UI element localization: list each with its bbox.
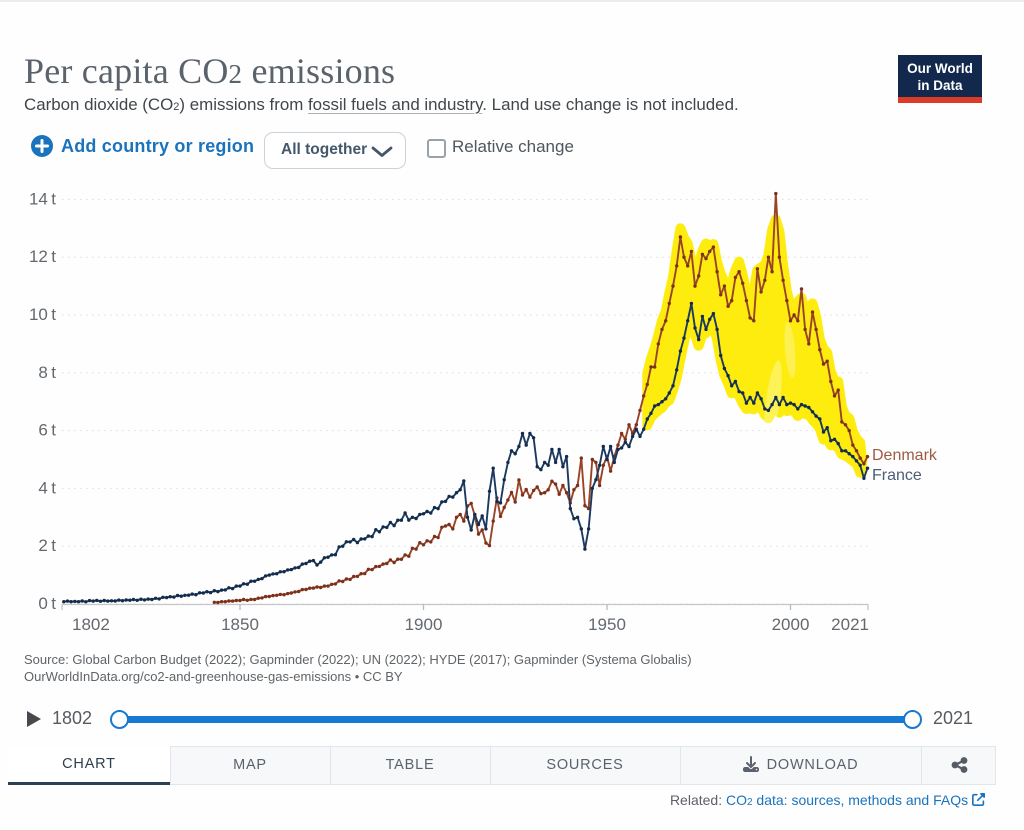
svg-text:0 t: 0 t (38, 594, 56, 613)
svg-text:4 t: 4 t (38, 478, 56, 497)
svg-text:14 t: 14 t (29, 189, 56, 208)
svg-text:6 t: 6 t (38, 421, 56, 440)
svg-text:1900: 1900 (405, 615, 443, 634)
svg-text:2000: 2000 (772, 615, 810, 634)
svg-text:1850: 1850 (221, 615, 259, 634)
svg-text:10 t: 10 t (29, 305, 56, 324)
svg-text:1802: 1802 (72, 615, 110, 634)
svg-text:2021: 2021 (831, 615, 869, 634)
svg-text:8 t: 8 t (38, 363, 56, 382)
svg-text:12 t: 12 t (29, 247, 56, 266)
svg-text:Denmark: Denmark (872, 447, 938, 464)
svg-text:France: France (872, 467, 922, 484)
svg-text:2 t: 2 t (38, 536, 56, 555)
svg-text:1950: 1950 (588, 615, 626, 634)
